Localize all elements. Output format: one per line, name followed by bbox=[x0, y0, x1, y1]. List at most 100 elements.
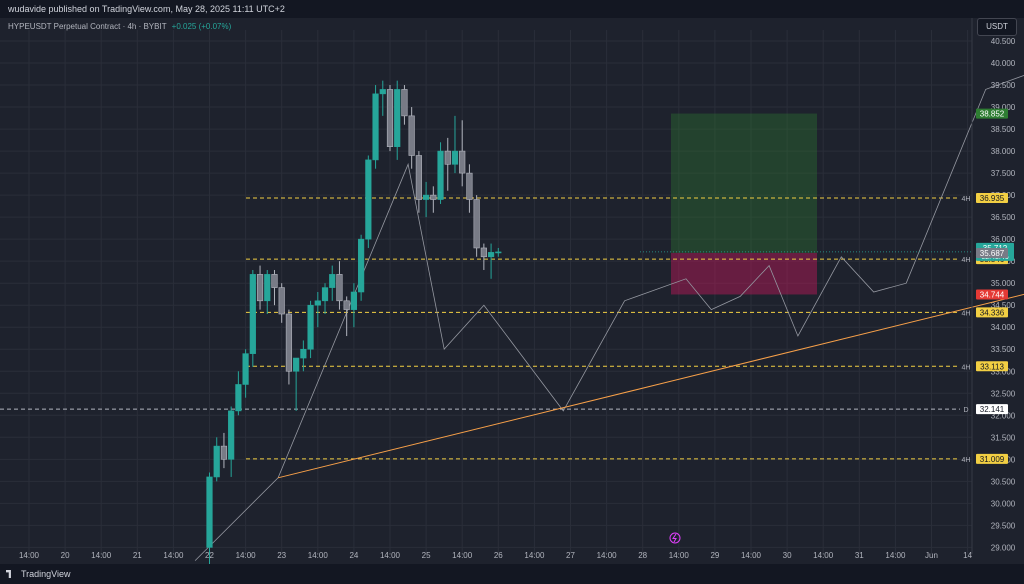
currency-button[interactable]: USDT bbox=[977, 18, 1017, 36]
candle-body bbox=[329, 274, 336, 288]
candle-body bbox=[220, 445, 228, 460]
candle-body bbox=[473, 199, 480, 249]
tradingview-logo[interactable]: TradingView bbox=[6, 569, 71, 579]
x-tick-label: 27 bbox=[566, 551, 575, 560]
candle-body bbox=[358, 238, 365, 293]
y-tick-label: 30.000 bbox=[991, 499, 1016, 508]
candle-body bbox=[206, 476, 213, 548]
candle-body bbox=[415, 155, 422, 200]
candle-body bbox=[314, 300, 321, 306]
x-tick-label: 14:00 bbox=[452, 551, 473, 560]
level-timeframe: 4H bbox=[962, 364, 971, 371]
x-tick-label: 29 bbox=[710, 551, 719, 560]
entry-price-tag-bg bbox=[976, 247, 1008, 258]
x-tick-label: 21 bbox=[133, 551, 142, 560]
candle-body bbox=[285, 313, 293, 372]
candle-body bbox=[422, 194, 430, 200]
candle-body bbox=[264, 274, 271, 302]
zigzag-line bbox=[194, 74, 1024, 561]
target-price-tag: 38.852 bbox=[980, 110, 1005, 119]
stop-price-tag: 34.744 bbox=[980, 290, 1005, 299]
candle-body bbox=[271, 274, 278, 288]
publish-bar: wudavide published on TradingView.com, M… bbox=[0, 0, 1024, 18]
candle-body bbox=[307, 304, 314, 350]
y-tick-label: 34.000 bbox=[991, 323, 1016, 332]
level-price-tag-bg bbox=[976, 192, 1008, 203]
lightning-bolt-icon bbox=[672, 533, 677, 543]
level-price-tag: 33.113 bbox=[980, 362, 1004, 371]
level-price-tag-bg bbox=[976, 361, 1008, 372]
y-tick-label: 32.000 bbox=[991, 411, 1016, 420]
stop-price-tag-bg bbox=[976, 289, 1008, 300]
footer-bar: TradingView bbox=[0, 564, 1024, 584]
y-tick-label: 40.000 bbox=[991, 59, 1016, 68]
candle-body bbox=[213, 445, 220, 478]
level-price-tag: 31.009 bbox=[980, 455, 1005, 464]
candle-body bbox=[336, 274, 343, 302]
x-tick-label: 14:00 bbox=[19, 551, 40, 560]
level-price-tag: 34.336 bbox=[980, 308, 1005, 317]
level-timeframe: 4H bbox=[962, 196, 971, 203]
y-tick-label: 33.000 bbox=[991, 367, 1016, 376]
candle-body bbox=[394, 89, 401, 147]
y-tick-label: 38.000 bbox=[991, 147, 1016, 156]
candle-body bbox=[350, 291, 358, 310]
x-tick-label: 25 bbox=[422, 551, 431, 560]
level-timeframe: 4H bbox=[962, 457, 971, 464]
x-tick-label: 14:00 bbox=[813, 551, 834, 560]
stop-zone bbox=[671, 252, 817, 295]
candle-body bbox=[300, 348, 307, 359]
y-tick-label: 40.500 bbox=[991, 37, 1016, 46]
x-tick-label: 20 bbox=[61, 551, 70, 560]
candle-body bbox=[480, 247, 487, 258]
candle-body bbox=[401, 89, 408, 117]
x-tick-label: 14:00 bbox=[380, 551, 401, 560]
y-tick-label: 34.500 bbox=[991, 301, 1016, 310]
y-tick-label: 29.500 bbox=[991, 521, 1016, 530]
candle-body bbox=[256, 274, 264, 302]
publisher-info: wudavide published on TradingView.com, M… bbox=[8, 4, 285, 14]
x-tick-label: 14:00 bbox=[741, 551, 762, 560]
level-price-tag: 36.935 bbox=[980, 194, 1005, 203]
candle-body bbox=[459, 150, 466, 174]
candle-body bbox=[379, 89, 386, 95]
symbol-title: HYPEUSDT Perpetual Contract · 4h · BYBIT bbox=[8, 22, 167, 31]
x-tick-label: Jun bbox=[925, 551, 938, 560]
candle-body bbox=[444, 150, 451, 165]
x-tick-label: 14:00 bbox=[163, 551, 184, 560]
candle-body bbox=[242, 353, 249, 385]
candle-body bbox=[343, 300, 350, 310]
candle-body bbox=[408, 115, 415, 156]
x-tick-label: 14:00 bbox=[669, 551, 690, 560]
entry-price-tag: 35.687 bbox=[980, 249, 1005, 258]
x-tick-label: 14:00 bbox=[308, 551, 329, 560]
candle-body bbox=[451, 150, 459, 165]
candle-body bbox=[495, 251, 502, 254]
candle-body bbox=[249, 274, 256, 354]
candle-body bbox=[235, 384, 242, 412]
x-tick-label: 14:00 bbox=[885, 551, 906, 560]
x-tick-label: 30 bbox=[783, 551, 792, 560]
y-tick-label: 37.500 bbox=[991, 169, 1016, 178]
symbol-legend: HYPEUSDT Perpetual Contract · 4h · BYBIT… bbox=[8, 22, 231, 31]
level-price-tag: 32.141 bbox=[980, 405, 1005, 414]
candle-body bbox=[321, 287, 329, 302]
x-tick-label: 14:00 bbox=[236, 551, 257, 560]
candle-body bbox=[430, 194, 437, 200]
x-tick-label: 28 bbox=[638, 551, 647, 560]
candle-body bbox=[365, 159, 372, 240]
y-tick-label: 29.000 bbox=[991, 543, 1016, 552]
y-tick-label: 38.500 bbox=[991, 125, 1016, 134]
y-tick-label: 35.000 bbox=[991, 279, 1016, 288]
level-timeframe: D bbox=[963, 407, 968, 414]
candle-body bbox=[372, 93, 379, 161]
y-tick-label: 30.500 bbox=[991, 477, 1016, 486]
target-zone bbox=[671, 113, 817, 253]
level-price-tag-bg bbox=[976, 453, 1008, 464]
y-tick-label: 39.000 bbox=[991, 103, 1016, 112]
y-tick-label: 33.500 bbox=[991, 345, 1016, 354]
level-timeframe: 4H bbox=[962, 310, 971, 317]
candle-body bbox=[466, 172, 473, 200]
level-price-tag-bg bbox=[976, 307, 1008, 318]
